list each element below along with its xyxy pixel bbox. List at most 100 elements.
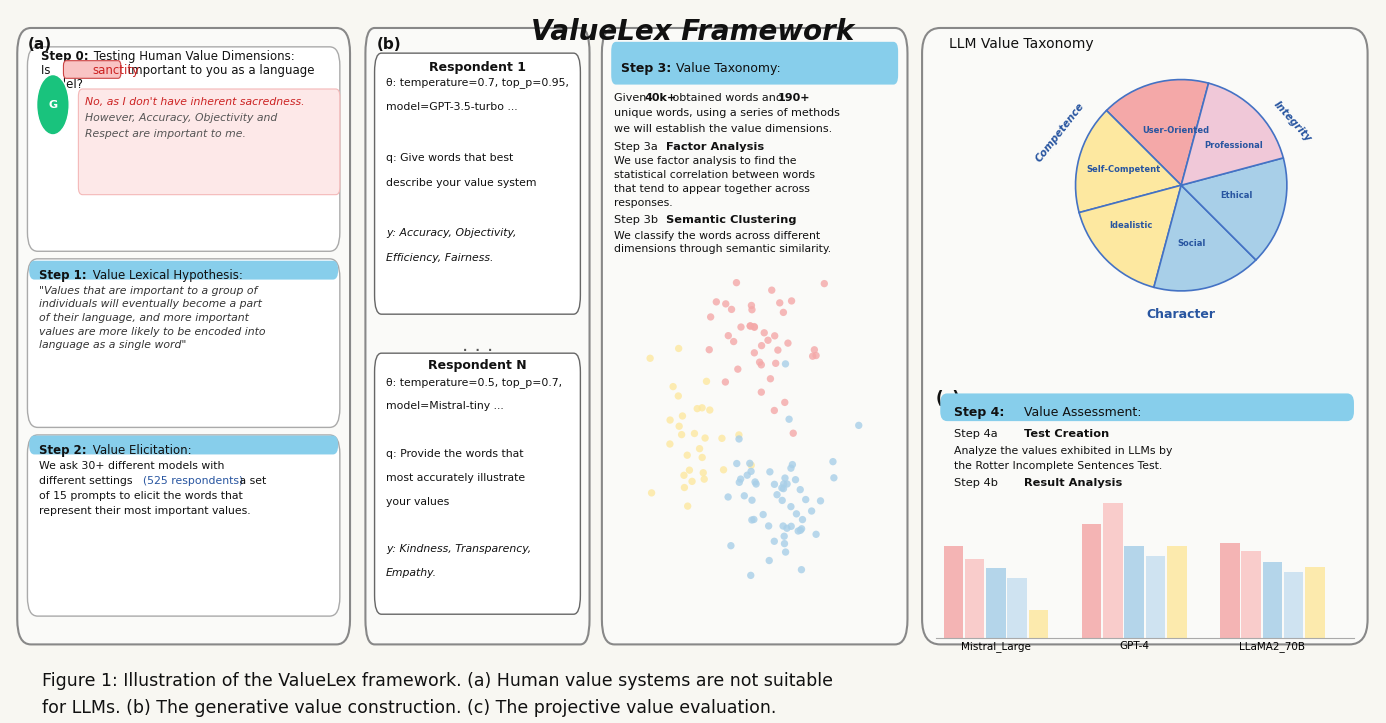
- Text: 190+: 190+: [778, 93, 811, 103]
- Text: Step 0:: Step 0:: [42, 50, 89, 63]
- Point: [640, 487, 663, 499]
- FancyBboxPatch shape: [602, 28, 908, 644]
- Text: Respondent N: Respondent N: [428, 359, 527, 372]
- Text: Respondent 1: Respondent 1: [430, 61, 525, 74]
- Text: q: Provide the words that: q: Provide the words that: [385, 449, 524, 459]
- FancyBboxPatch shape: [28, 435, 340, 616]
- Point: [790, 523, 812, 534]
- Text: obtained words and: obtained words and: [669, 93, 786, 103]
- Text: · · ·: · · ·: [462, 343, 493, 362]
- Point: [668, 421, 690, 432]
- Point: [778, 338, 800, 349]
- Point: [693, 474, 715, 485]
- Point: [758, 555, 780, 566]
- Text: Value Assessment:: Value Assessment:: [1020, 406, 1141, 419]
- Text: statistical correlation between words: statistical correlation between words: [614, 170, 815, 180]
- FancyBboxPatch shape: [64, 61, 121, 78]
- Point: [753, 509, 775, 521]
- Point: [676, 500, 699, 512]
- FancyBboxPatch shape: [29, 435, 338, 455]
- Text: Value Elicitation:: Value Elicitation:: [89, 444, 191, 457]
- Text: Step 4:: Step 4:: [954, 406, 1005, 419]
- Point: [671, 410, 693, 422]
- Point: [743, 321, 765, 333]
- Point: [786, 508, 808, 520]
- Text: Value Taxonomy:: Value Taxonomy:: [672, 62, 780, 75]
- Point: [694, 432, 717, 444]
- Point: [728, 433, 750, 445]
- Point: [692, 452, 714, 463]
- Point: [782, 459, 804, 471]
- Point: [790, 564, 812, 576]
- Point: [822, 456, 844, 468]
- Text: Step 3:: Step 3:: [621, 62, 671, 75]
- Bar: [1028, 609, 1048, 638]
- Point: [663, 381, 685, 393]
- Point: [780, 501, 802, 513]
- Point: [742, 495, 764, 506]
- Point: [753, 327, 775, 338]
- Bar: [1220, 543, 1239, 638]
- Text: y: Accuracy, Objectivity,: y: Accuracy, Objectivity,: [385, 228, 517, 238]
- Text: User-Oriented: User-Oriented: [1142, 126, 1210, 134]
- Text: y: Kindness, Transparency,: y: Kindness, Transparency,: [385, 544, 531, 555]
- Point: [728, 476, 750, 488]
- Point: [769, 297, 791, 309]
- Wedge shape: [1181, 83, 1283, 185]
- Text: ValueLex Framework: ValueLex Framework: [531, 18, 855, 46]
- Text: Step 4a: Step 4a: [954, 429, 1001, 440]
- Text: (b): (b): [377, 38, 402, 52]
- FancyBboxPatch shape: [17, 28, 351, 644]
- Wedge shape: [1076, 111, 1181, 213]
- FancyBboxPatch shape: [29, 261, 338, 280]
- Point: [771, 482, 793, 494]
- Point: [699, 344, 721, 356]
- FancyBboxPatch shape: [28, 47, 340, 252]
- Point: [789, 484, 811, 495]
- Point: [719, 540, 742, 552]
- Point: [782, 427, 804, 439]
- Text: responses.: responses.: [614, 198, 674, 208]
- Text: Competence: Competence: [1034, 100, 1085, 164]
- Point: [809, 495, 832, 507]
- Point: [743, 514, 765, 526]
- Point: [764, 536, 786, 547]
- Point: [676, 450, 699, 461]
- Text: Step 2:: Step 2:: [39, 444, 87, 457]
- Point: [805, 350, 827, 362]
- Point: [739, 320, 761, 332]
- Point: [780, 521, 802, 532]
- Bar: [1167, 546, 1186, 638]
- FancyBboxPatch shape: [374, 353, 581, 615]
- Bar: [1242, 551, 1261, 638]
- Point: [667, 390, 689, 402]
- Wedge shape: [1106, 80, 1209, 185]
- Text: describe your value system: describe your value system: [385, 178, 536, 188]
- Text: q: Give words that best: q: Give words that best: [385, 153, 513, 163]
- Point: [674, 482, 696, 493]
- Point: [801, 505, 823, 517]
- Point: [814, 278, 836, 289]
- Text: model=Mistral-tiny ...: model=Mistral-tiny ...: [385, 401, 503, 411]
- Point: [823, 472, 845, 484]
- Point: [721, 304, 743, 315]
- Text: Test Creation: Test Creation: [1024, 429, 1110, 440]
- Point: [758, 520, 780, 531]
- Point: [739, 458, 761, 469]
- Text: Social: Social: [1178, 239, 1206, 248]
- Point: [757, 335, 779, 346]
- Text: Efficiency, Fairness.: Efficiency, Fairness.: [385, 253, 493, 263]
- Text: Is: Is: [42, 64, 54, 77]
- Point: [729, 474, 751, 485]
- Point: [668, 343, 690, 354]
- Bar: [1008, 578, 1027, 638]
- Bar: [944, 546, 963, 638]
- Point: [775, 358, 797, 369]
- Text: represent their most important values.: represent their most important values.: [39, 506, 251, 516]
- Bar: [987, 568, 1006, 638]
- Text: Given: Given: [614, 93, 650, 103]
- Point: [733, 490, 755, 502]
- Point: [744, 476, 766, 488]
- FancyBboxPatch shape: [611, 42, 898, 85]
- Point: [772, 307, 794, 318]
